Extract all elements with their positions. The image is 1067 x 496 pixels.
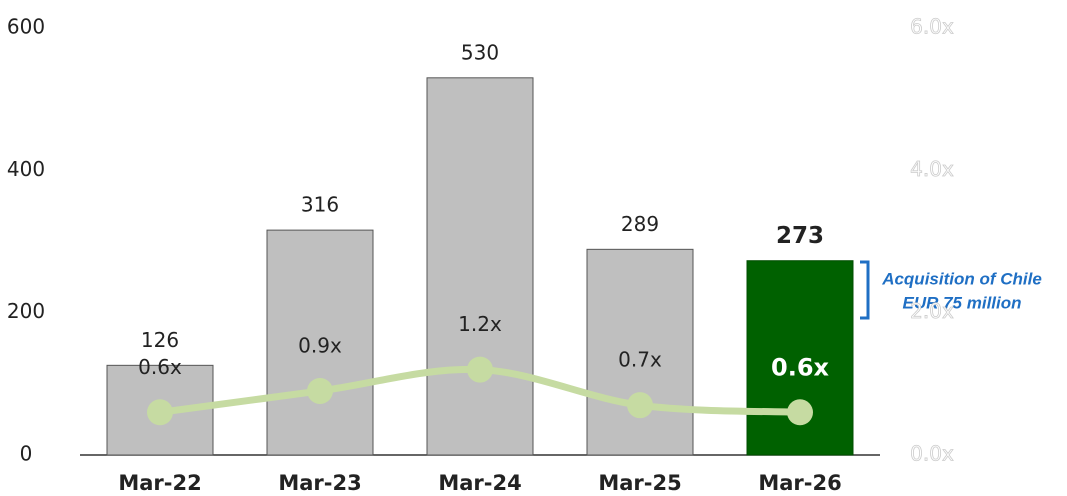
bar-label: 126 xyxy=(141,328,179,352)
bar-label: 530 xyxy=(461,40,499,64)
bar-label: 273 xyxy=(776,223,824,249)
x-tick-label: Mar-24 xyxy=(438,471,521,495)
annotation: EUR 75 million xyxy=(902,293,1021,312)
x-tick-label: Mar-25 xyxy=(598,471,681,495)
bar xyxy=(426,77,534,456)
line-point xyxy=(147,399,173,426)
line-point xyxy=(467,356,493,383)
y-tick-label: 600 xyxy=(7,15,45,39)
bar xyxy=(266,229,374,456)
bar-label: 289 xyxy=(621,212,659,236)
x-tick-label: Mar-23 xyxy=(278,471,361,495)
y2-tick-label: 6.0x xyxy=(910,15,954,39)
x-tick-label: Mar-22 xyxy=(118,471,201,495)
line-point xyxy=(627,392,653,419)
line-label: 1.2x xyxy=(458,312,502,336)
line-point xyxy=(307,377,333,404)
line-label: 0.9x xyxy=(298,333,342,357)
y-tick-label: 0 xyxy=(20,442,33,466)
y2-tick-label: 4.0x xyxy=(910,157,954,181)
line-point xyxy=(787,399,813,426)
bracket xyxy=(860,260,870,320)
y-tick-label: 400 xyxy=(7,157,45,181)
line-label: 0.7x xyxy=(618,348,662,372)
line-label: 0.6x xyxy=(138,355,182,379)
bar xyxy=(586,248,694,456)
y2-tick-label: 2.0x xyxy=(910,299,954,323)
annotation: Acquisition of Chile xyxy=(881,269,1042,288)
line-label: 0.6x xyxy=(771,353,830,381)
y2-tick-label: 0.0x xyxy=(910,442,954,466)
y-tick-label: 200 xyxy=(7,299,45,323)
x-tick-label: Mar-26 xyxy=(758,471,841,495)
bar-label: 316 xyxy=(301,193,339,217)
